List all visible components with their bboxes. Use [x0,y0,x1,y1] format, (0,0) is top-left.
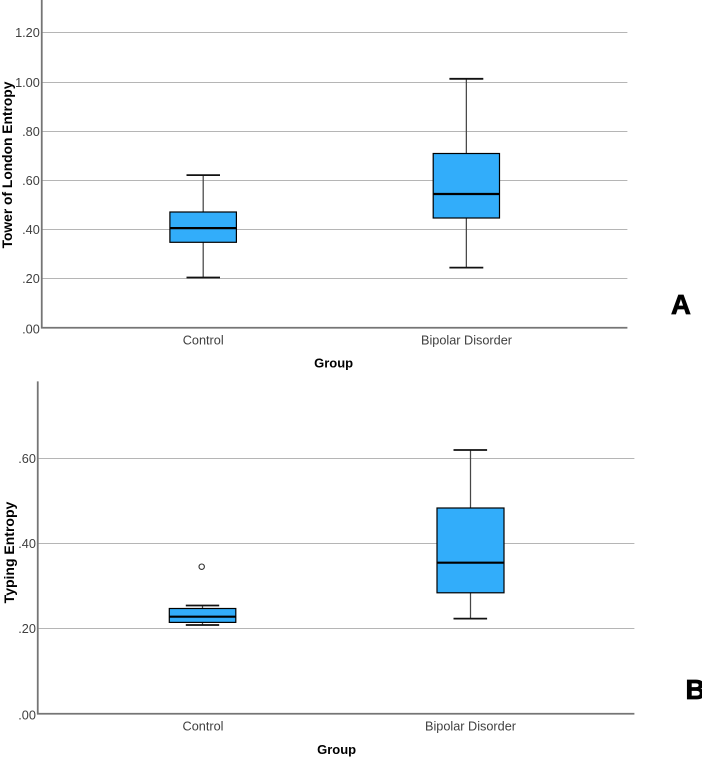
svg-text:.40: .40 [18,537,36,551]
svg-text:Control: Control [183,719,224,733]
svg-text:.00: .00 [22,322,40,336]
svg-text:.60: .60 [18,452,36,466]
svg-text:Typing Entropy: Typing Entropy [1,501,17,603]
svg-text:Bipolar Disorder: Bipolar Disorder [425,719,517,733]
svg-text:.20: .20 [22,272,40,286]
svg-text:.80: .80 [22,125,40,139]
svg-text:.40: .40 [22,223,40,237]
svg-text:B: B [686,674,702,705]
svg-text:A: A [671,289,691,320]
svg-text:.00: .00 [18,709,36,723]
svg-text:Group: Group [314,355,353,370]
svg-text:Control: Control [183,334,224,348]
svg-text:Bipolar Disorder: Bipolar Disorder [421,334,513,348]
svg-text:.60: .60 [22,174,40,188]
svg-text:Group: Group [317,742,356,757]
svg-text:1.00: 1.00 [15,76,40,90]
svg-text:.20: .20 [18,622,36,636]
svg-text:Tower of London Entropy: Tower of London Entropy [0,81,15,248]
svg-text:1.20: 1.20 [15,26,40,40]
